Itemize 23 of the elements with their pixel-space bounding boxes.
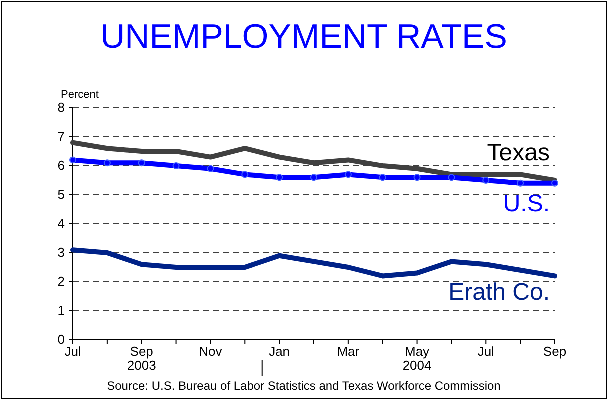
x-tick-label: Sep bbox=[543, 344, 567, 359]
y-axis-title: Percent bbox=[61, 89, 99, 101]
series-label: Erath Co. bbox=[448, 279, 550, 306]
x-tick-label: Jul bbox=[478, 344, 495, 359]
series-label: U.S. bbox=[503, 190, 550, 218]
x-tick-label: Nov bbox=[199, 344, 223, 359]
y-tick-label: 6 bbox=[58, 158, 65, 173]
y-tick-label: 4 bbox=[58, 216, 65, 231]
y-tick-label: 8 bbox=[58, 100, 65, 115]
x-tick-label: Sep 2003 bbox=[127, 344, 156, 373]
x-tick-label: May 2004 bbox=[402, 344, 432, 373]
x-tick-label: Jul bbox=[64, 344, 82, 359]
x-tick-label: Jan bbox=[269, 344, 290, 359]
y-tick-label: 5 bbox=[58, 187, 65, 202]
source-note: Source: U.S. Bureau of Labor Statistics and Texas Workforce Commission bbox=[107, 379, 501, 393]
series-label: Texas bbox=[487, 140, 550, 166]
chart-title: UNEMPLOYMENT RATES bbox=[100, 18, 508, 56]
y-tick-label: 3 bbox=[58, 245, 65, 260]
y-tick-label: 1 bbox=[58, 303, 65, 318]
y-tick-label: 7 bbox=[58, 129, 65, 144]
y-tick-label: 0 bbox=[58, 332, 65, 347]
y-tick-label: 2 bbox=[58, 274, 65, 289]
x-tick-label: Mar bbox=[337, 344, 360, 359]
